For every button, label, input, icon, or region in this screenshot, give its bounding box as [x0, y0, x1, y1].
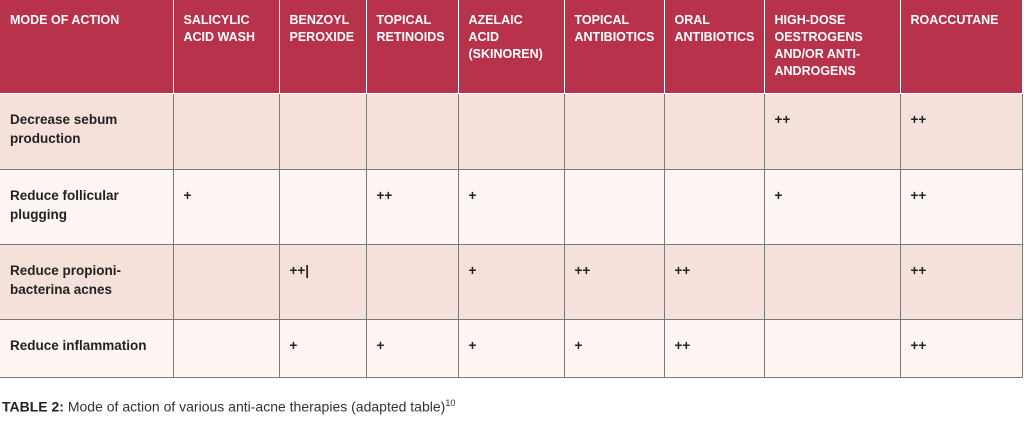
caption-label: TABLE 2:: [2, 398, 64, 415]
therapy-table: MODE OF ACTION SALICYLIC ACID WASH BENZO…: [0, 0, 1023, 378]
table-row: Reduce inflammation + + + + ++ ++: [0, 318, 1023, 378]
table-cell: [563, 168, 665, 245]
table-cell: [763, 243, 901, 320]
header-cell-azelaic-acid: AZELAIC ACID (SKINOREN): [457, 0, 565, 94]
header-cell-oral-antibiotics: ORAL ANTIBIOTICS: [663, 0, 765, 94]
row-label: Reduce follicular plugging: [0, 168, 174, 245]
header-cell-topical-retinoids: TOPICAL RETINOIDS: [365, 0, 459, 94]
table-cell: [172, 243, 280, 320]
table-cell: +: [365, 318, 459, 378]
table-cell: +: [563, 318, 665, 378]
table-cell: [663, 168, 765, 245]
table-cell: [172, 92, 280, 170]
table-cell: +: [457, 318, 565, 378]
table-cell: [457, 92, 565, 170]
header-cell-salicylic-acid-wash: SALICYLIC ACID WASH: [172, 0, 280, 94]
table-cell: [763, 318, 901, 378]
table-cell: ++: [899, 318, 1023, 378]
table-cell: [278, 92, 367, 170]
table-cell: [563, 92, 665, 170]
table-row: Reduce propioni-bacterina acnes ++| + ++…: [0, 243, 1023, 320]
header-row: MODE OF ACTION SALICYLIC ACID WASH BENZO…: [0, 0, 1023, 94]
table-row: Decrease sebum production ++ ++: [0, 92, 1023, 170]
table-cell: +: [457, 168, 565, 245]
header-cell-oestrogens-anti-androgens: HIGH-DOSE OESTROGENS AND/OR ANTI-ANDROGE…: [763, 0, 901, 94]
table-cell: [365, 243, 459, 320]
header-cell-topical-antibiotics: TOPICAL ANTIBIOTICS: [563, 0, 665, 94]
table-cell: [172, 318, 280, 378]
table-cell: [278, 168, 367, 245]
table-cell: ++: [663, 243, 765, 320]
row-label: Decrease sebum production: [0, 92, 174, 170]
row-label: Reduce inflammation: [0, 318, 174, 378]
table-cell: ++: [563, 243, 665, 320]
row-label: Reduce propioni-bacterina acnes: [0, 243, 174, 320]
table-cell: [365, 92, 459, 170]
table-row: Reduce follicular plugging + ++ + + ++: [0, 168, 1023, 245]
table-cell: ++|: [278, 243, 367, 320]
table-cell: [663, 92, 765, 170]
header-cell-roaccutane: ROACCUTANE: [899, 0, 1023, 94]
table-cell: +: [457, 243, 565, 320]
table-cell: ++: [663, 318, 765, 378]
table-caption: TABLE 2: Mode of action of various anti-…: [2, 398, 455, 415]
header-cell-benzoyl-peroxide: BENZOYL PEROXIDE: [278, 0, 367, 94]
table-cell: +: [278, 318, 367, 378]
header-cell-mode-of-action: MODE OF ACTION: [0, 0, 174, 94]
caption-reference: 10: [445, 398, 456, 408]
table-cell: ++: [899, 168, 1023, 245]
table-cell: ++: [899, 243, 1023, 320]
table-cell: +: [172, 168, 280, 245]
table-cell: ++: [899, 92, 1023, 170]
table-cell: ++: [763, 92, 901, 170]
caption-text: Mode of action of various anti-acne ther…: [63, 398, 446, 415]
table-cell: +: [763, 168, 901, 245]
table-cell: ++: [365, 168, 459, 245]
